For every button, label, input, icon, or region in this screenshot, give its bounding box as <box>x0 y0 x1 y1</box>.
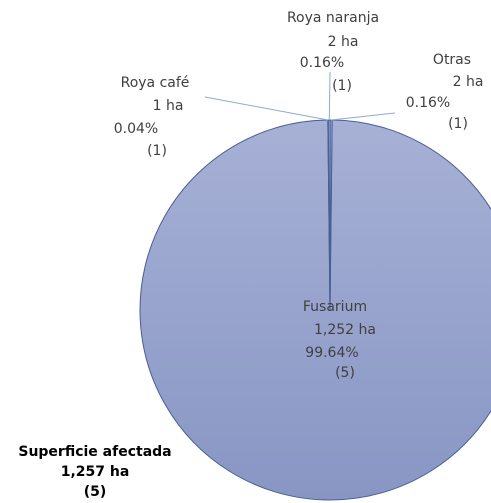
pie-slice <box>139 119 491 501</box>
slice-name: Otras <box>433 52 471 68</box>
slice-name: Roya naranja <box>287 10 379 26</box>
slice-percent: 0.16% <box>406 95 450 111</box>
slice-area: 1,252 ha <box>314 322 376 338</box>
slice-name: Fusarium <box>303 299 367 315</box>
slice-area: 2 ha <box>328 34 359 50</box>
slice-count: (5) <box>335 365 355 381</box>
leader-line <box>204 96 329 121</box>
slice-count: (1) <box>147 143 167 159</box>
summary-title: Superficie afectada <box>18 444 171 460</box>
leader-line <box>328 71 331 121</box>
slice-area: 2 ha <box>453 74 484 90</box>
slice-percent: 99.64% <box>305 345 358 361</box>
summary-area: 1,257 ha <box>61 464 130 480</box>
leader-line <box>331 112 396 121</box>
summary-count: (5) <box>84 484 107 500</box>
slice-area: 1 ha <box>153 98 184 114</box>
slice-name: Roya café <box>121 75 190 91</box>
slice-percent: 0.04% <box>114 121 158 137</box>
slice-percent: 0.16% <box>300 55 344 71</box>
slice-count: (1) <box>448 116 468 132</box>
slice-count: (1) <box>332 78 352 94</box>
